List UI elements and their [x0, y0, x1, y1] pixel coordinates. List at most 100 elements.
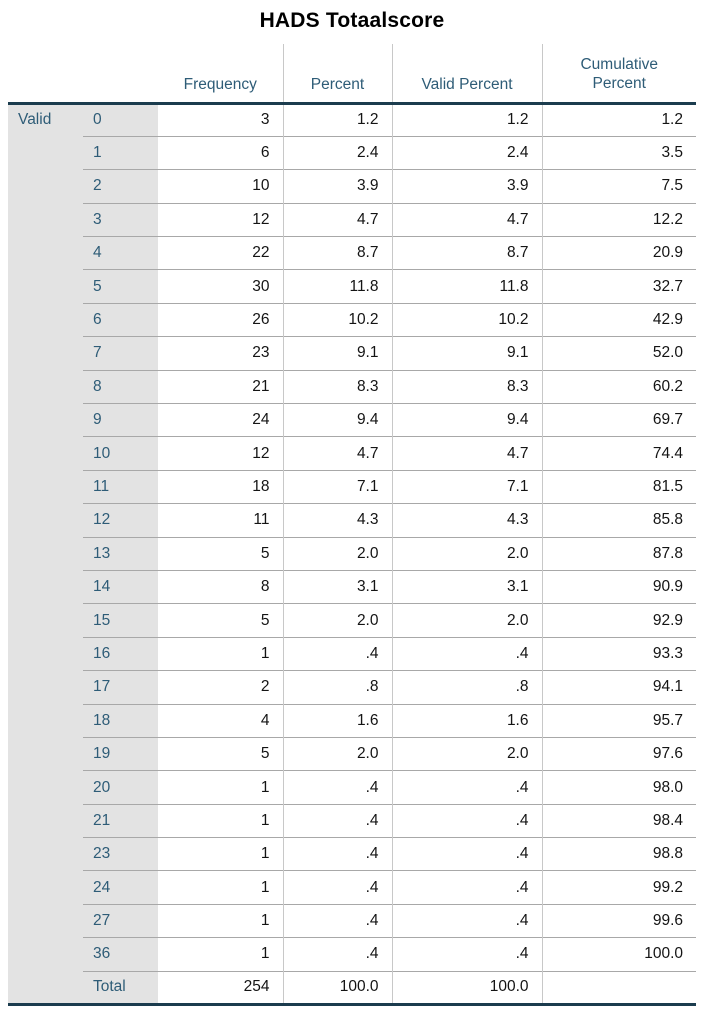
row-group-cell [8, 236, 83, 270]
row-label-cell: 24 [83, 870, 158, 905]
row-group-cell [8, 370, 83, 404]
cumulative-percent-cell: 99.6 [541, 903, 696, 938]
row-label-cell: 8 [83, 369, 158, 404]
valid-percent-cell: 7.1 [391, 469, 542, 504]
frequency-cell: 12 [158, 436, 283, 471]
table-row: 23 1.4.4 98.8 [8, 837, 696, 871]
percent-cell: 9.1 [282, 336, 392, 371]
valid-percent-cell: 2.0 [391, 603, 542, 638]
row-label-cell: 14 [83, 569, 158, 604]
table-row: 10 12 4.7 4.7 74.4 [8, 436, 696, 471]
valid-percent-cell: 2.0 [391, 536, 542, 571]
row-group-cell [8, 804, 83, 838]
cumulative-percent-cell: 99.2 [541, 870, 696, 905]
cumulative-percent-cell: 74.4 [541, 436, 696, 471]
row-group-cell [8, 704, 83, 738]
cumulative-percent-cell: 92.9 [541, 603, 696, 638]
frequency-cell: 10 [158, 169, 283, 204]
percent-cell: 7.1 [282, 469, 392, 504]
valid-percent-cell: 11.8 [391, 269, 542, 304]
table-row: 16 1.4.4 93.3 [8, 636, 696, 671]
row-label-cell: 6 [83, 302, 158, 337]
table-row: 36 1.4.4 100.0 [8, 937, 696, 972]
percent-cell: .4 [282, 837, 392, 871]
cumulative-percent-cell [541, 970, 696, 1005]
frequency-cell: 4 [158, 703, 283, 738]
frequency-table: Frequency Percent Valid Percent Cumulati… [8, 44, 696, 1007]
percent-cell: 8.7 [282, 236, 392, 270]
frequency-cell: 1 [158, 770, 283, 805]
frequency-cell: 1 [158, 937, 283, 972]
valid-percent-cell: 3.1 [391, 569, 542, 604]
valid-percent-cell: 9.1 [391, 336, 542, 371]
frequency-cell: 6 [158, 135, 283, 170]
row-label-cell: 12 [83, 503, 158, 538]
valid-percent-cell: 100.0 [391, 970, 542, 1005]
percent-cell: 3.9 [282, 169, 392, 204]
cumulative-percent-cell: 100.0 [541, 937, 696, 972]
frequency-cell: 30 [158, 269, 283, 304]
percent-cell: 100.0 [282, 970, 392, 1005]
cumulative-percent-cell: 52.0 [541, 336, 696, 371]
cumulative-percent-cell: 98.0 [541, 770, 696, 805]
valid-percent-cell: .4 [391, 937, 542, 972]
table-row: 4 22 8.7 8.7 20.9 [8, 236, 696, 270]
valid-percent-cell: 10.2 [391, 302, 542, 337]
percent-cell: .4 [282, 937, 392, 972]
table-row: 17 2.8.8 94.1 [8, 670, 696, 705]
cumulative-percent-cell: 69.7 [541, 403, 696, 437]
cumulative-percent-cell: 32.7 [541, 269, 696, 304]
row-group-cell: Valid [8, 103, 83, 137]
percent-cell: 4.3 [282, 503, 392, 538]
table-row: 6 26 10.2 10.2 42.9 [8, 302, 696, 337]
percent-cell: 2.4 [282, 135, 392, 170]
row-label-cell: 21 [83, 803, 158, 838]
column-header-cumulative-percent-label: Cumulative Percent [580, 55, 659, 93]
row-group-cell [8, 937, 83, 972]
percent-cell: 3.1 [282, 569, 392, 604]
row-label-cell: 23 [83, 837, 158, 871]
cumulative-percent-cell: 94.1 [541, 670, 696, 705]
cumulative-percent-cell: 97.6 [541, 736, 696, 771]
row-group-cell [8, 303, 83, 337]
frequency-cell: 26 [158, 302, 283, 337]
cumulative-percent-cell: 98.8 [541, 837, 696, 871]
table-row: 12 11 4.3 4.3 85.8 [8, 503, 696, 538]
percent-cell: 1.2 [282, 103, 392, 137]
column-header-frequency: Frequency [158, 44, 283, 105]
frequency-cell: 1 [158, 870, 283, 905]
frequency-cell: 11 [158, 503, 283, 538]
cumulative-percent-cell: 81.5 [541, 469, 696, 504]
cumulative-percent-cell: 60.2 [541, 369, 696, 404]
table-body: Valid 0 3 1.2 1.2 1.2 1 6 2.4 2.4 3.5 2 10 3.9 3.9 7.5 3… [8, 103, 696, 1005]
valid-percent-cell: 8.3 [391, 369, 542, 404]
row-group-cell [8, 136, 83, 170]
frequency-cell: 1 [158, 837, 283, 871]
table-row: 18 4 1.6 1.6 95.7 [8, 703, 696, 738]
row-group-cell [8, 870, 83, 905]
column-header-percent: Percent [282, 44, 392, 105]
table-row: 8 21 8.3 8.3 60.2 [8, 369, 696, 404]
row-label-cell: 18 [83, 703, 158, 738]
row-label-cell: 3 [83, 202, 158, 237]
cumulative-percent-cell: 12.2 [541, 202, 696, 237]
table-row: 1 6 2.4 2.4 3.5 [8, 135, 696, 170]
frequency-cell: 24 [158, 403, 283, 437]
table-title: HADS Totaalscore [259, 9, 445, 32]
row-group-cell [8, 203, 83, 237]
table-row: 27 1.4.4 99.6 [8, 903, 696, 938]
percent-cell: 4.7 [282, 436, 392, 471]
frequency-cell: 12 [158, 202, 283, 237]
row-group-cell [8, 269, 83, 304]
table-row: 21 1.4.4 98.4 [8, 803, 696, 838]
row-label-cell: 0 [83, 103, 158, 137]
table-row: 9 24 9.4 9.4 69.7 [8, 403, 696, 437]
row-group-cell [8, 537, 83, 571]
percent-cell: 10.2 [282, 302, 392, 337]
percent-cell: .4 [282, 870, 392, 905]
row-group-cell [8, 570, 83, 604]
frequency-cell: 2 [158, 670, 283, 705]
cumulative-percent-cell: 93.3 [541, 636, 696, 671]
row-group-cell [8, 470, 83, 504]
